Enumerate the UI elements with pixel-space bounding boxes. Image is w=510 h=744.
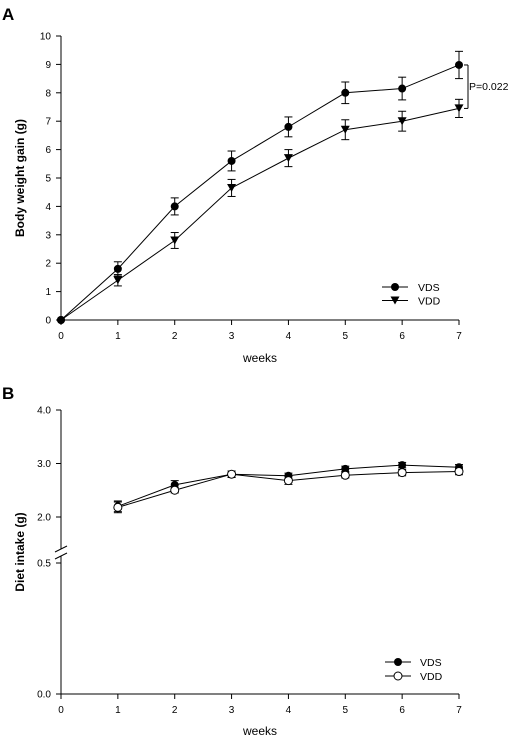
panel-b-x-tick-label: 7	[456, 705, 462, 716]
axis-break-marks	[54, 545, 68, 560]
data-point-vds	[284, 122, 293, 131]
panel-a-x-tick-label: 2	[172, 331, 178, 342]
legend-label-vdd: VDD	[420, 671, 443, 683]
data-point-vds	[341, 88, 350, 97]
panel-b-y-tick-label: 4.0	[37, 406, 51, 417]
panel-a-x-tick-label: 6	[399, 331, 405, 342]
data-point-vdd	[397, 468, 407, 478]
data-point-vdd	[227, 183, 237, 192]
panel-a-letter: A	[2, 5, 14, 24]
data-point-vdd	[57, 316, 65, 324]
data-point-vdd	[113, 276, 123, 285]
panel-b-y-tick-label: 0.5	[37, 559, 51, 570]
panel-b-x-tick-label: 0	[58, 705, 64, 716]
data-point-vds	[455, 60, 463, 69]
legend-marker-vds	[391, 283, 399, 291]
data-point-vdd	[340, 125, 350, 134]
panel-a: A 0 1 2 3 4 5 6 7 8 9 10 0 1 2 3 4 5 6 7 Body weight gain…	[2, 5, 509, 365]
panel-a-y-tick-label: 6	[45, 145, 51, 156]
panel-b-x-tick-label: 5	[343, 705, 349, 716]
panel-a-y-axis-label: Body weight gain (g)	[13, 119, 27, 237]
panel-b: B 4.0 3.0 2.0 0.5 0.0 0 1 2 3 4 5 6 7 Diet intake (…	[2, 384, 464, 738]
data-point-vdd	[170, 485, 180, 495]
panel-b-x-tick-label: 6	[399, 705, 405, 716]
panel-a-y-tick-label: 4	[45, 202, 51, 213]
data-point-vdd	[170, 236, 180, 245]
legend-label-vds: VDS	[420, 657, 442, 669]
panel-a-y-tick-label: 1	[45, 287, 51, 298]
data-point-vdd	[283, 476, 293, 486]
data-point-vdd	[454, 104, 464, 113]
panel-b-y-tick-label: 0.0	[37, 690, 51, 701]
panel-a-x-tick-label: 1	[115, 331, 121, 342]
panel-b-x-tick-label: 3	[229, 705, 235, 716]
panel-b-x-tick-label: 1	[115, 705, 121, 716]
data-point-vds	[341, 464, 350, 473]
data-point-vds	[398, 461, 407, 470]
panel-a-x-tick-label: 5	[343, 331, 349, 342]
legend-label-vds: VDS	[418, 282, 440, 294]
series-line-vds	[60, 64, 460, 321]
series-line-vds	[117, 464, 460, 507]
data-point-vdd	[113, 502, 123, 512]
panel-a-y-tick-label: 3	[45, 230, 51, 241]
panel-a-x-tick-label: 0	[58, 331, 64, 342]
data-point-vdd	[454, 467, 464, 477]
panel-a-y-tick-label: 10	[40, 32, 52, 43]
panel-a-x-tick-label: 7	[456, 331, 462, 342]
panel-a-y-tick-label: 0	[45, 316, 51, 327]
panel-a-x-tick-label: 3	[229, 331, 235, 342]
panel-b-y-tick-label: 2.0	[37, 513, 51, 524]
panel-b-x-axis-label: weeks	[242, 724, 277, 738]
panel-a-y-tick-label: 7	[45, 117, 51, 128]
data-point-vds	[113, 264, 122, 273]
panel-b-y-tick-label: 3.0	[37, 459, 51, 470]
panel-a-x-axis-label: weeks	[242, 351, 277, 365]
panel-a-x-tick-label: 4	[286, 331, 292, 342]
data-point-vdd	[397, 117, 407, 126]
panel-a-y-tick-label: 5	[45, 174, 51, 185]
data-point-vdd	[283, 154, 293, 163]
data-point-vdd	[227, 469, 237, 479]
panel-a-y-tick-label: 8	[45, 88, 51, 99]
series-line-vdd	[60, 107, 460, 321]
data-point-vds	[170, 202, 179, 211]
p-value-annotation: P=0.022	[469, 81, 509, 93]
panel-a-y-tick-label: 2	[45, 259, 51, 270]
legend-label-vdd: VDD	[418, 296, 441, 308]
legend-marker-vdd	[390, 296, 400, 305]
panel-a-y-tick-label: 9	[45, 60, 51, 71]
panel-b-x-tick-label: 2	[172, 705, 178, 716]
data-point-vds	[398, 84, 407, 93]
panel-b-letter: B	[2, 384, 14, 403]
panel-b-y-axis-label: Diet intake (g)	[13, 512, 27, 591]
panel-b-x-tick-label: 4	[286, 705, 292, 716]
legend-marker-vdd	[393, 671, 403, 681]
legend-marker-vds	[394, 658, 402, 666]
data-point-vds	[227, 156, 236, 165]
data-point-vdd	[340, 470, 350, 480]
